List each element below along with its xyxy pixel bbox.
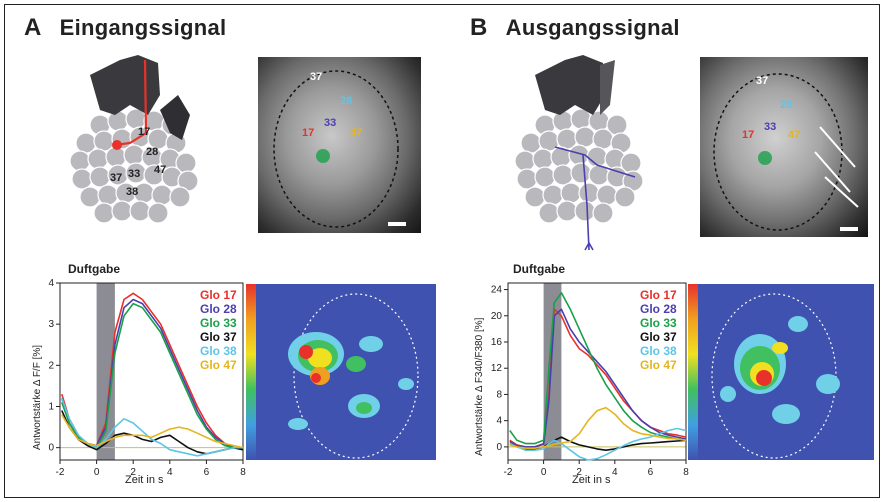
- photo-a-label-28: 28: [340, 95, 353, 107]
- panel-a-heatmap: [246, 284, 436, 460]
- photo-a-label-33: 33: [324, 117, 337, 129]
- panel-b-y-tick-label: 20: [491, 311, 503, 322]
- panel-b-colorbar: [688, 284, 698, 460]
- panel-a-stimulus-bar: [96, 283, 115, 460]
- legend-a-glo17: Glo 17: [200, 288, 237, 302]
- panel-a-y-axis-label: Antwortstärke Δ F/F [%]: [32, 344, 43, 450]
- panel-a-stimulus-label: Duftgabe: [68, 262, 120, 276]
- panel-a-colorbar: [246, 284, 256, 460]
- panel-a-x-tick-label: 6: [204, 467, 210, 478]
- panel-a-series-glo47: [61, 414, 244, 449]
- diagram-a-label-33: 33: [128, 168, 141, 180]
- panel-a-heatmap-blobs: [288, 293, 419, 459]
- legend-a-glo37: Glo 37: [200, 330, 237, 344]
- panel-b-letter: B: [470, 14, 488, 41]
- panel-b-axes: [507, 282, 687, 461]
- legend-b-glo33: Glo 33: [640, 316, 677, 330]
- legend-b-glo37: Glo 37: [640, 330, 677, 344]
- photo-a-label-47: 47: [350, 127, 363, 139]
- panel-b-x-tick-label: 0: [541, 467, 547, 478]
- panel-b-title-text: Ausgangssignal: [505, 15, 680, 40]
- panel-b-heatmap: [688, 284, 874, 460]
- panel-b-x-tick-label: 4: [612, 467, 618, 478]
- panel-a-x-tick-label: 4: [167, 467, 173, 478]
- panel-b-x-tick-label: -2: [504, 467, 513, 478]
- photo-b-label-33: 33: [764, 121, 777, 133]
- legend-a-glo28: Glo 28: [200, 302, 237, 316]
- panel-a-fluorescence-image: 37 28 17 33 47: [258, 57, 421, 233]
- legend-a-glo47: Glo 47: [200, 358, 237, 372]
- panel-a-y-tick-label: 2: [48, 360, 54, 371]
- figure-frame: [4, 4, 880, 498]
- panel-a-axes: [59, 282, 244, 461]
- panel-b-y-tick-label: 12: [491, 363, 503, 374]
- panel-b-y-tick-label: 8: [496, 389, 502, 400]
- panel-b-x-axis-label: Zeit in s: [572, 474, 611, 486]
- panel-a-title-text: Eingangssignal: [59, 15, 227, 40]
- photo-b-label-47: 47: [788, 129, 801, 141]
- panel-a-x-tick-label: 8: [240, 467, 246, 478]
- panel-a-title: A Eingangssignal: [24, 14, 226, 42]
- photo-a-green-spot: [316, 149, 330, 163]
- panel-a-x-tick-label: -2: [56, 467, 65, 478]
- panel-b-y-axis-label: Antwortstärke Δ F340/F380 [%]: [474, 317, 485, 456]
- diagram-a-label-47: 47: [154, 164, 167, 176]
- panel-b-fluorescence-image: 37 28 17 33 47: [700, 57, 868, 237]
- panel-b-series-glo38: [509, 427, 687, 461]
- panel-b-series-glo33: [509, 292, 687, 445]
- panel-b-title: B Ausgangssignal: [470, 14, 680, 42]
- panel-b-antennal-lobe-diagram: [514, 55, 644, 251]
- legend-b-glo28: Glo 28: [640, 302, 677, 316]
- legend-b-glo38: Glo 38: [640, 344, 677, 358]
- photo-b-label-37: 37: [756, 75, 769, 87]
- panel-b-image-overlay: [713, 73, 859, 231]
- diagram-a-label-17: 17: [138, 126, 151, 138]
- panel-b-stimulus-label: Duftgabe: [513, 262, 565, 276]
- panel-b-stimulus-bar: [543, 283, 562, 460]
- legend-b-glo17: Glo 17: [640, 288, 677, 302]
- photo-b-label-28: 28: [780, 99, 793, 111]
- panel-a-y-tick-label: 3: [48, 319, 54, 330]
- panel-a-image-overlay: [273, 70, 406, 228]
- photo-a-label-37: 37: [310, 71, 323, 83]
- panel-b-x-tick-label: 2: [576, 467, 582, 478]
- legend-b-glo47: Glo 47: [640, 358, 677, 372]
- photo-b-label-17: 17: [742, 129, 755, 141]
- photo-a-label-17: 17: [302, 127, 315, 139]
- panel-a-letter: A: [24, 14, 42, 41]
- panel-b-y-tick-label: 24: [491, 285, 503, 296]
- panel-b-y-tick-label: 16: [491, 337, 503, 348]
- panel-a-x-tick-label: 0: [94, 467, 100, 478]
- panel-b-y-tick-label: 4: [496, 416, 502, 427]
- panel-b-x-tick-label: 6: [648, 467, 654, 478]
- photo-b-green-spot: [758, 151, 772, 165]
- panel-a-y-tick-label: 0: [48, 443, 54, 454]
- legend-a-glo33: Glo 33: [200, 316, 237, 330]
- panel-b-heatmap-blobs: [711, 293, 840, 459]
- legend-a-glo38: Glo 38: [200, 344, 237, 358]
- panel-a-x-axis-label: Zeit in s: [125, 474, 164, 486]
- panel-a-y-tick-label: 4: [48, 278, 54, 289]
- panel-b-x-tick-label: 8: [683, 467, 689, 478]
- panel-a-y-tick-label: 1: [48, 401, 54, 412]
- panel-a-antennal-lobe-diagram: [69, 55, 199, 224]
- panel-a-x-tick-label: 2: [130, 467, 136, 478]
- diagram-a-label-37: 37: [110, 172, 123, 184]
- panel-b-y-tick-label: 0: [496, 442, 502, 453]
- diagram-a-label-38: 38: [126, 186, 139, 198]
- diagram-a-label-28: 28: [146, 146, 159, 158]
- panel-b-series-glo47: [509, 406, 687, 449]
